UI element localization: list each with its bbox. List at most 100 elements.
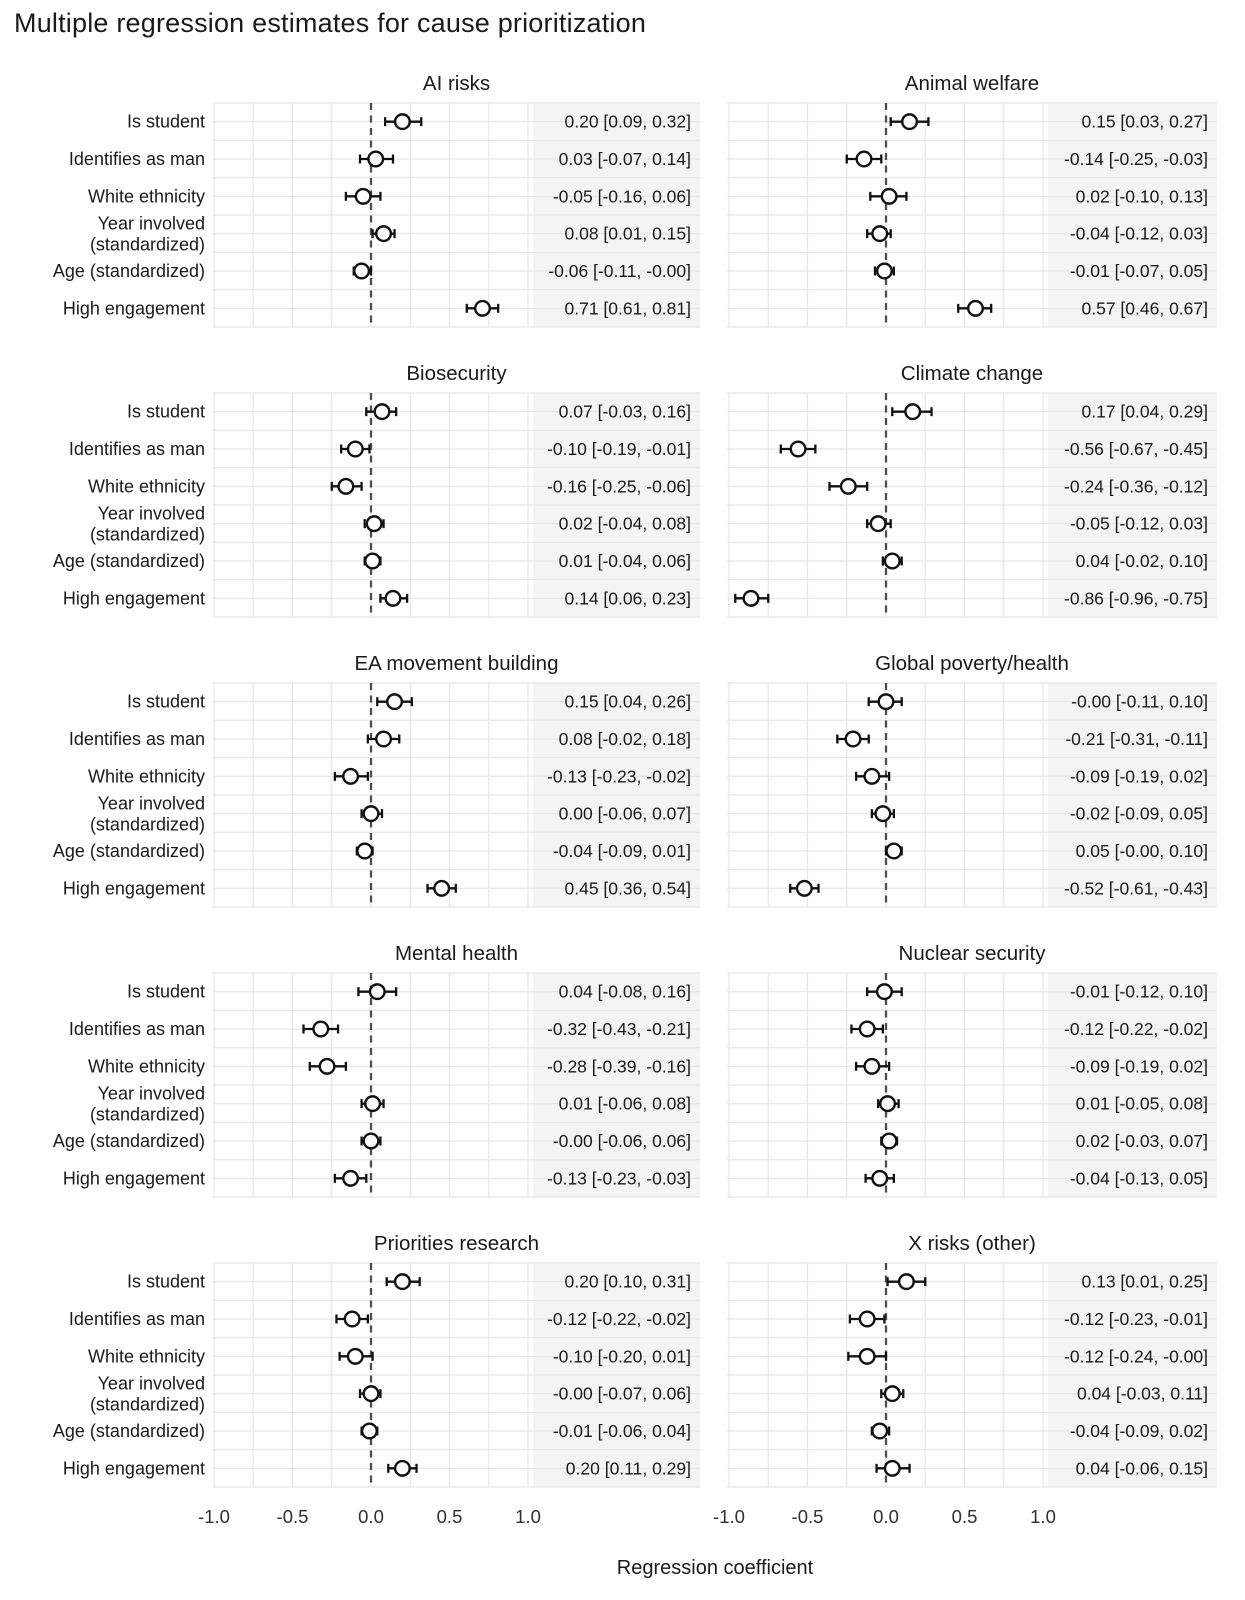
x-tick-label: -1.0 — [198, 1506, 230, 1527]
coef-row: -0.05 [-0.12, 0.03] — [866, 514, 1208, 534]
point-estimate-marker — [855, 150, 873, 168]
estimate-label: -0.04 [-0.12, 0.03] — [1070, 224, 1208, 244]
point-estimate-marker — [353, 262, 371, 280]
estimate-label: 0.04 [-0.08, 0.16] — [559, 982, 691, 1002]
predictor-label: Age (standardized) — [53, 1131, 205, 1151]
point-estimate-marker — [433, 879, 451, 897]
estimate-label: -0.24 [-0.36, -0.12] — [1064, 476, 1208, 496]
coef-row: 0.01 [-0.06, 0.08] — [360, 1094, 691, 1114]
x-tick-label: -0.5 — [277, 1506, 309, 1527]
point-estimate-marker — [367, 150, 385, 168]
estimate-label: 0.04 [-0.06, 0.15] — [1076, 1458, 1208, 1478]
panel-title: Nuclear security — [899, 942, 1047, 965]
estimate-label: -0.56 [-0.67, -0.45] — [1064, 439, 1208, 459]
coef-row: -0.06 [-0.11, -0.00] — [352, 261, 691, 281]
estimate-label: 0.17 [0.04, 0.29] — [1082, 402, 1209, 422]
predictor-label: (standardized) — [90, 1105, 205, 1125]
coef-row: -0.01 [-0.12, 0.10] — [866, 982, 1208, 1002]
predictor-label: (standardized) — [90, 1395, 205, 1415]
estimate-label: -0.00 [-0.06, 0.06] — [553, 1131, 691, 1151]
point-estimate-marker — [312, 1020, 330, 1038]
coef-row: 0.04 [-0.06, 0.15] — [875, 1458, 1208, 1478]
point-estimate-marker — [883, 1385, 901, 1403]
predictor-label: Year involved — [98, 1374, 205, 1394]
estimate-label: 0.20 [0.10, 0.31] — [565, 1272, 692, 1292]
point-estimate-marker — [858, 1020, 876, 1038]
point-estimate-marker — [364, 1095, 382, 1113]
estimate-label: -0.01 [-0.12, 0.10] — [1070, 982, 1208, 1002]
predictor-label: High engagement — [63, 298, 205, 318]
predictor-label: Is student — [127, 692, 205, 712]
coef-row: 0.02 [-0.03, 0.07] — [880, 1131, 1208, 1151]
point-estimate-marker — [393, 113, 411, 131]
estimate-label: -0.21 [-0.31, -0.11] — [1065, 729, 1208, 749]
estimate-label: -0.13 [-0.23, -0.03] — [547, 1168, 691, 1188]
coef-row: -0.56 [-0.67, -0.45] — [779, 439, 1208, 459]
coef-row: -0.04 [-0.12, 0.03] — [866, 224, 1208, 244]
coef-row: 0.14 [0.06, 0.23] — [379, 588, 691, 608]
point-estimate-marker — [897, 1273, 915, 1291]
panel-title: X risks (other) — [908, 1232, 1036, 1255]
estimate-label: 0.08 [0.01, 0.15] — [565, 224, 692, 244]
x-tick-label: 1.0 — [515, 1506, 541, 1527]
point-estimate-marker — [343, 1310, 361, 1328]
coef-row: -0.09 [-0.19, 0.02] — [855, 766, 1208, 786]
point-estimate-marker — [356, 842, 374, 860]
panel-ai-risks: 0.20 [0.09, 0.32] 0.03 [-0.07, 0.14] -0.05… — [53, 72, 700, 328]
panel-title: Biosecurity — [406, 362, 507, 385]
estimate-label: 0.02 [-0.03, 0.07] — [1076, 1131, 1208, 1151]
point-estimate-marker — [362, 1132, 380, 1150]
estimate-label: -0.16 [-0.25, -0.06] — [547, 476, 691, 496]
predictor-label: Age (standardized) — [53, 1421, 205, 1441]
coef-row: -0.52 [-0.61, -0.43] — [789, 878, 1208, 898]
coef-row: 0.20 [0.10, 0.31] — [385, 1272, 692, 1292]
estimate-label: -0.12 [-0.23, -0.01] — [1064, 1309, 1208, 1329]
point-estimate-marker — [362, 1385, 380, 1403]
panel-title: Priorities research — [374, 1232, 539, 1255]
coef-row: 0.02 [-0.04, 0.08] — [363, 514, 691, 534]
estimate-label: -0.86 [-0.96, -0.75] — [1064, 588, 1208, 608]
predictor-label: Year involved — [98, 504, 205, 524]
coef-row: 0.04 [-0.03, 0.11] — [880, 1384, 1208, 1404]
estimate-label: -0.01 [-0.07, 0.05] — [1070, 261, 1208, 281]
estimate-label: -0.28 [-0.39, -0.16] — [547, 1056, 691, 1076]
panel-ea-movement-building: 0.15 [0.04, 0.26] 0.08 [-0.02, 0.18] -0.13… — [53, 652, 700, 908]
coef-row: -0.86 [-0.96, -0.75] — [734, 588, 1208, 608]
point-estimate-marker — [375, 225, 393, 243]
predictor-label: Identifies as man — [69, 729, 205, 749]
point-estimate-marker — [858, 1310, 876, 1328]
predictor-label: Age (standardized) — [53, 261, 205, 281]
coef-row: -0.21 [-0.31, -0.11] — [836, 729, 1208, 749]
estimate-label: -0.06 [-0.11, -0.00] — [548, 261, 691, 281]
coef-row: 0.02 [-0.10, 0.13] — [869, 186, 1208, 206]
coef-row: -0.04 [-0.13, 0.05] — [864, 1168, 1208, 1188]
estimate-label: 0.01 [-0.05, 0.08] — [1076, 1094, 1208, 1114]
point-estimate-marker — [869, 515, 887, 533]
point-estimate-marker — [858, 1347, 876, 1365]
point-estimate-marker — [904, 403, 922, 421]
panel-title: Climate change — [901, 362, 1043, 385]
coef-row: 0.71 [0.61, 0.81] — [465, 298, 691, 318]
panel-title: Animal welfare — [905, 72, 1039, 95]
predictor-label: White ethnicity — [88, 476, 205, 496]
predictor-label: Year involved — [98, 794, 205, 814]
predictor-label: White ethnicity — [88, 186, 205, 206]
point-estimate-marker — [844, 730, 862, 748]
coef-row: -0.16 [-0.25, -0.06] — [330, 476, 691, 496]
estimate-label: -0.12 [-0.22, -0.02] — [547, 1309, 691, 1329]
estimate-label: 0.05 [-0.00, 0.10] — [1076, 841, 1208, 861]
predictor-label: Identifies as man — [69, 1019, 205, 1039]
panel-title: AI risks — [423, 72, 490, 95]
coef-row: 0.15 [0.04, 0.26] — [376, 692, 691, 712]
point-estimate-marker — [795, 879, 813, 897]
point-estimate-marker — [875, 983, 893, 1001]
point-estimate-marker — [901, 113, 919, 131]
predictor-label: High engagement — [63, 878, 205, 898]
point-estimate-marker — [871, 1422, 889, 1440]
predictor-label: Identifies as man — [69, 1309, 205, 1329]
point-estimate-marker — [342, 767, 360, 785]
coef-row: 0.03 [-0.07, 0.14] — [358, 149, 691, 169]
point-estimate-marker — [393, 1459, 411, 1477]
